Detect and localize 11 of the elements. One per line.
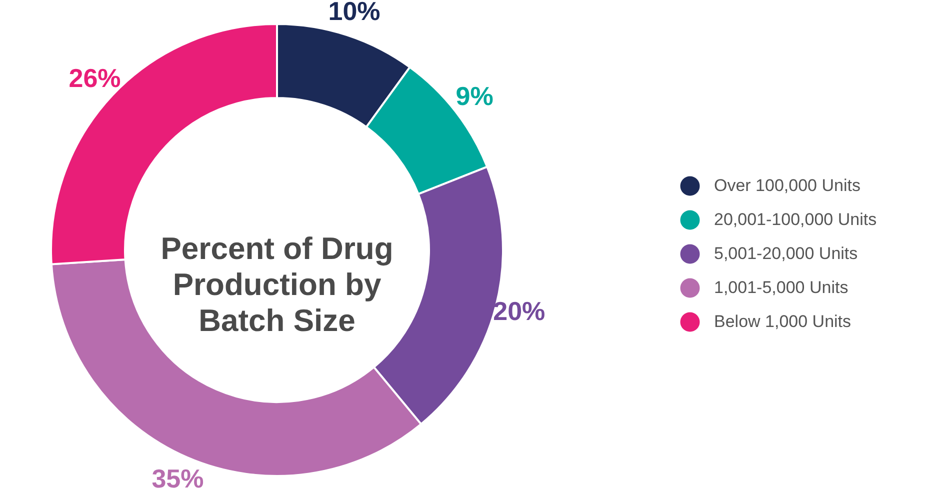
legend-label: 1,001-5,000 Units <box>714 278 848 297</box>
legend-label: 20,001-100,000 Units <box>714 210 877 229</box>
legend-label: Over 100,000 Units <box>714 176 860 195</box>
data-label: 35% <box>152 463 204 494</box>
legend-label: 5,001-20,000 Units <box>714 244 858 263</box>
legend-label: Below 1,000 Units <box>714 312 852 331</box>
text: Percent of Drug Production by Batch Size <box>160 231 394 338</box>
data-label: 9% <box>456 80 494 111</box>
data-label: 26% <box>68 62 121 93</box>
data-label: 10% <box>328 0 380 26</box>
data-label: 20% <box>493 296 546 326</box>
